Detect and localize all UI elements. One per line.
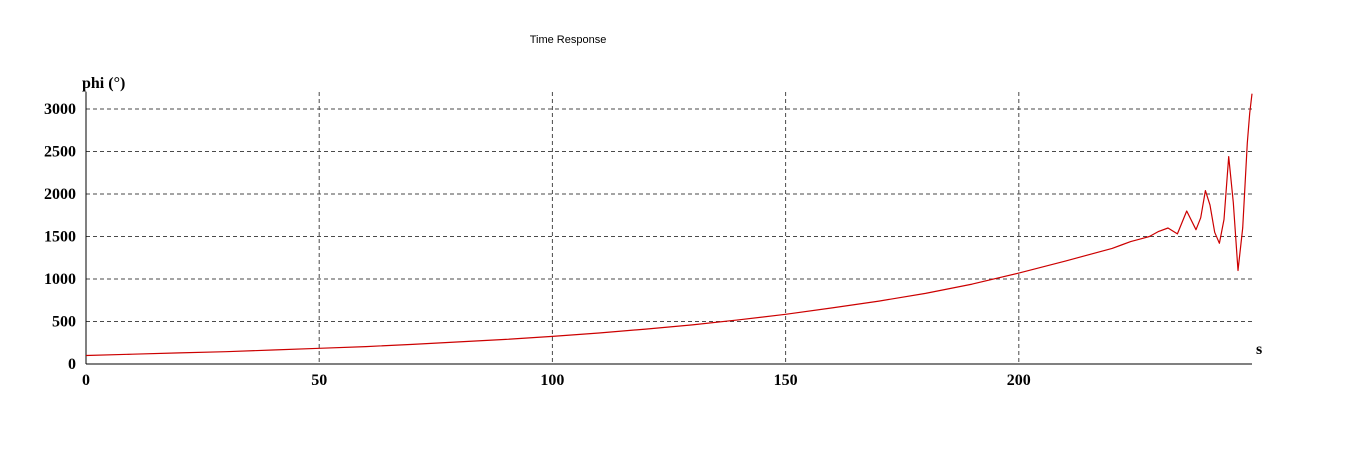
x-axis-label: s	[1256, 341, 1262, 358]
x-tick-label: 150	[774, 372, 798, 389]
y-tick-label: 1000	[44, 271, 76, 288]
y-axis-label: phi (°)	[82, 75, 125, 92]
series-line-0	[85, 93, 1253, 357]
y-tick-label: 3000	[44, 101, 76, 118]
y-tick-label: 2000	[44, 186, 76, 203]
x-tick-label: 0	[82, 372, 90, 389]
y-tick-label: 2500	[44, 144, 76, 161]
x-tick-label: 200	[1007, 372, 1031, 389]
tick-labels: 0 500 1000 1500 2000 2500 3000 0 50 100 150 200	[44, 101, 1031, 389]
series-layer	[85, 93, 1253, 357]
axes	[85, 92, 1252, 365]
y-tick-label: 0	[68, 356, 76, 373]
x-tick-label: 100	[540, 372, 564, 389]
chart-title: Time Response	[530, 34, 607, 46]
y-tick-label: 1500	[44, 229, 76, 246]
y-tick-label: 500	[52, 314, 76, 331]
x-tick-label: 50	[311, 372, 327, 389]
grid	[86, 92, 1252, 364]
